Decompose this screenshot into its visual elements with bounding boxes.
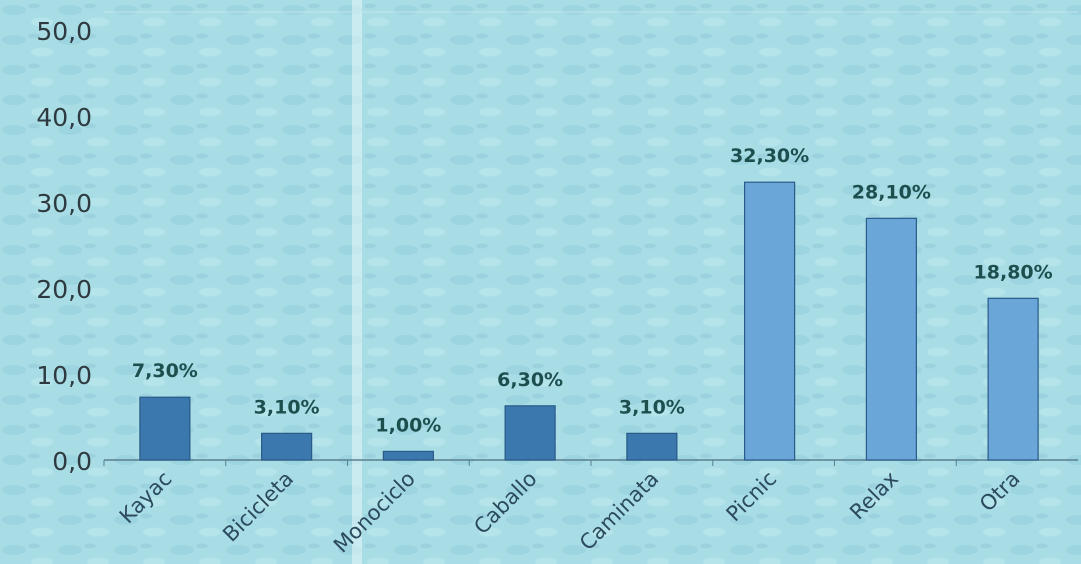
data-label: 6,30% bbox=[497, 369, 563, 391]
data-label: 28,10% bbox=[852, 181, 931, 203]
bar-kayac bbox=[139, 396, 191, 461]
background-highlight bbox=[352, 0, 362, 564]
y-tick-label: 10,0 bbox=[36, 361, 92, 390]
y-tick-label: 20,0 bbox=[36, 275, 92, 304]
bar-relax bbox=[865, 217, 917, 461]
data-label: 32,30% bbox=[730, 145, 809, 167]
y-tick-label: 30,0 bbox=[36, 189, 92, 218]
data-label: 3,10% bbox=[254, 396, 320, 418]
y-tick-label: 40,0 bbox=[36, 103, 92, 132]
y-tick-label: 50,0 bbox=[36, 17, 92, 46]
data-label: 18,80% bbox=[974, 261, 1053, 283]
data-label: 7,30% bbox=[132, 360, 198, 382]
data-label: 1,00% bbox=[375, 414, 441, 436]
data-label: 3,10% bbox=[619, 396, 685, 418]
bar-otra bbox=[987, 297, 1039, 461]
bar-bicicleta bbox=[261, 432, 313, 461]
bar-picnic bbox=[744, 181, 796, 461]
y-tick-label: 0,0 bbox=[52, 447, 92, 476]
bar-monociclo bbox=[382, 450, 434, 461]
bar-caballo bbox=[504, 405, 556, 461]
bar-caminata bbox=[626, 432, 678, 461]
